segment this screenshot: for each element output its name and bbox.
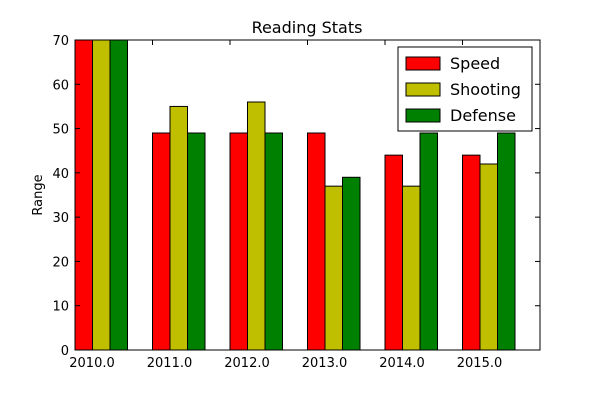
legend-swatch-defense	[405, 108, 441, 123]
legend: Speed Shooting Defense	[397, 46, 533, 132]
bar-speed-2010.0	[74, 39, 93, 351]
bar-defense-2013.0	[342, 176, 361, 351]
bar-defense-2011.0	[187, 132, 206, 351]
bar-speed-2011.0	[152, 132, 171, 351]
bar-speed-2012.0	[229, 132, 248, 351]
bar-defense-2012.0	[264, 132, 283, 351]
bar-defense-2010.0	[109, 39, 128, 351]
x-tick-label: 2015.0	[457, 356, 503, 371]
bar-shooting-2011.0	[169, 105, 188, 351]
y-tick-label: 60	[52, 78, 69, 93]
bar-defense-2015.0	[497, 132, 516, 351]
y-tick-label: 70	[52, 34, 69, 49]
bar-shooting-2010.0	[92, 39, 111, 351]
x-tick-label: 2013.0	[302, 356, 348, 371]
bar-shooting-2014.0	[402, 185, 421, 351]
x-tick-label: 2011.0	[147, 356, 193, 371]
y-axis-label: Range	[31, 174, 46, 215]
bar-shooting-2013.0	[324, 185, 343, 351]
legend-label-shooting: Shooting	[450, 80, 521, 99]
x-tick-label: 2010.0	[69, 356, 115, 371]
legend-swatch-shooting	[405, 82, 441, 97]
y-tick-label: 50	[52, 123, 69, 138]
bar-defense-2014.0	[419, 132, 438, 351]
bar-speed-2014.0	[384, 154, 403, 351]
legend-label-speed: Speed	[450, 54, 500, 73]
y-tick-label: 0	[61, 344, 69, 359]
y-tick-label: 40	[52, 167, 69, 182]
axes-group: 0 10 20 30 40 50 60 70 2010.0 2011.0 2012.0 2013.0 2…	[52, 34, 541, 371]
legend-label-defense: Defense	[450, 106, 516, 125]
y-tick-label: 30	[52, 211, 69, 226]
bar-speed-2013.0	[307, 132, 326, 351]
legend-swatch-speed	[405, 56, 441, 71]
y-tick-label: 10	[52, 300, 69, 315]
bar-speed-2015.0	[462, 154, 481, 351]
x-tick-label: 2012.0	[224, 356, 270, 371]
chart-title: Reading Stats	[252, 18, 363, 37]
x-tick-label: 2014.0	[379, 356, 425, 371]
y-tick-label: 20	[52, 255, 69, 270]
bar-shooting-2015.0	[479, 163, 498, 351]
bar-shooting-2012.0	[247, 101, 266, 351]
